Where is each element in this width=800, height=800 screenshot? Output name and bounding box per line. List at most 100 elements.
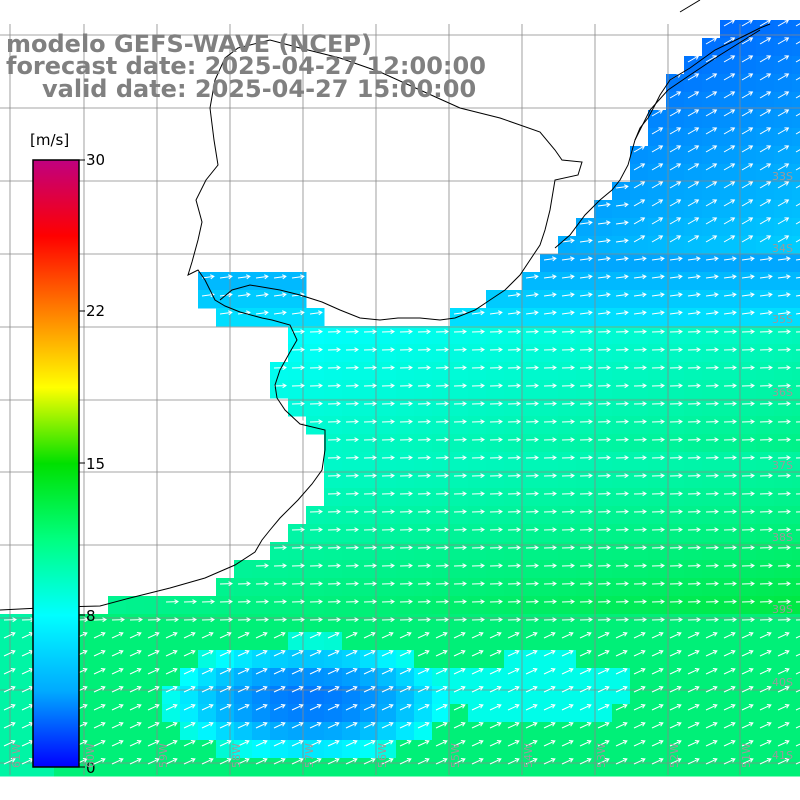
wind-arrow bbox=[3, 704, 16, 711]
speed-cell bbox=[270, 290, 289, 309]
speed-cell bbox=[792, 344, 800, 363]
speed-cell bbox=[396, 704, 415, 723]
wind-arrow-head bbox=[570, 599, 575, 605]
wind-arrow-head bbox=[588, 256, 593, 262]
speed-cell bbox=[576, 668, 595, 687]
speed-cell bbox=[702, 578, 721, 597]
wind-arrow-head bbox=[534, 274, 539, 280]
wind-arrow-head bbox=[316, 650, 322, 655]
wind-arrow-head bbox=[748, 199, 754, 204]
wind-arrow-head bbox=[748, 163, 754, 168]
speed-cell bbox=[558, 434, 577, 453]
wind-arrow-head bbox=[118, 758, 124, 763]
wind-arrow-head bbox=[660, 274, 665, 280]
wind-arrow bbox=[705, 704, 718, 711]
wind-arrow bbox=[21, 758, 34, 765]
speed-cell bbox=[648, 758, 667, 777]
wind-arrow-head bbox=[786, 310, 791, 316]
wind-arrow bbox=[669, 311, 682, 315]
speed-cell bbox=[216, 596, 235, 615]
wind-arrow-head bbox=[354, 401, 359, 407]
wind-arrow bbox=[399, 704, 412, 711]
wind-arrow bbox=[687, 722, 700, 729]
speed-cell bbox=[504, 578, 523, 597]
wind-arrow bbox=[633, 199, 645, 207]
speed-cell bbox=[180, 596, 199, 615]
speed-cell bbox=[504, 290, 523, 309]
wind-arrow-head bbox=[714, 599, 719, 605]
speed-cell bbox=[270, 686, 289, 705]
wind-arrow-head bbox=[246, 292, 251, 298]
speed-cell bbox=[108, 614, 127, 633]
wind-arrow-head bbox=[660, 347, 665, 353]
wind-arrow-head bbox=[318, 509, 323, 515]
wind-arrow bbox=[489, 650, 502, 657]
wind-arrow bbox=[705, 758, 718, 765]
speed-cell bbox=[666, 488, 685, 507]
wind-arrow-head bbox=[678, 455, 683, 461]
speed-cell bbox=[702, 254, 721, 273]
wind-arrow-head bbox=[768, 274, 773, 280]
wind-arrow-head bbox=[588, 563, 593, 569]
wind-arrow bbox=[399, 758, 412, 765]
wind-arrow bbox=[435, 758, 448, 765]
wind-arrow bbox=[777, 650, 790, 657]
speed-cell bbox=[540, 668, 559, 687]
wind-arrow-head bbox=[406, 668, 412, 673]
wind-arrow-head bbox=[678, 473, 683, 479]
speed-cell bbox=[576, 506, 595, 525]
speed-cell bbox=[558, 308, 577, 327]
speed-cell bbox=[648, 560, 667, 579]
wind-arrow bbox=[435, 740, 448, 747]
wind-arrow-head bbox=[714, 581, 719, 587]
speed-cell bbox=[522, 632, 541, 651]
speed-cell bbox=[486, 686, 505, 705]
wind-arrow bbox=[597, 221, 610, 225]
wind-arrow bbox=[795, 671, 800, 675]
wind-arrow bbox=[723, 181, 735, 189]
wind-arrow-head bbox=[568, 758, 574, 763]
wind-arrow-head bbox=[678, 401, 683, 407]
wind-arrow-head bbox=[768, 527, 773, 533]
wind-arrow-head bbox=[660, 419, 665, 425]
wind-arrow bbox=[597, 293, 610, 297]
speed-cell bbox=[774, 146, 793, 165]
speed-cell bbox=[0, 740, 19, 759]
wind-arrow-head bbox=[622, 650, 628, 655]
speed-cell bbox=[18, 722, 37, 741]
speed-cell bbox=[504, 308, 523, 327]
wind-arrow-head bbox=[444, 365, 449, 371]
speed-cell bbox=[342, 758, 361, 777]
wind-arrow bbox=[201, 704, 214, 711]
speed-cell bbox=[612, 308, 631, 327]
wind-arrow-head bbox=[660, 509, 665, 515]
wind-arrow bbox=[669, 632, 682, 639]
speed-cell bbox=[576, 722, 595, 741]
wind-arrow-head bbox=[298, 686, 304, 691]
speed-cell bbox=[756, 398, 775, 417]
wind-arrow-head bbox=[408, 437, 413, 443]
wind-arrow-head bbox=[388, 668, 394, 673]
wind-arrow-head bbox=[516, 509, 521, 515]
speed-cell bbox=[738, 740, 757, 759]
wind-arrow-head bbox=[282, 545, 287, 551]
speed-cell bbox=[342, 560, 361, 579]
wind-arrow bbox=[21, 740, 34, 747]
speed-cell bbox=[702, 416, 721, 435]
wind-arrow-head bbox=[442, 722, 448, 727]
wind-arrow-head bbox=[570, 310, 575, 316]
wind-arrow-head bbox=[82, 722, 88, 727]
speed-cell bbox=[648, 506, 667, 525]
wind-arrow-head bbox=[750, 347, 755, 353]
speed-cell bbox=[774, 650, 793, 669]
wind-arrow-head bbox=[496, 758, 502, 763]
wind-arrow bbox=[93, 704, 106, 711]
wind-arrow bbox=[453, 722, 466, 729]
speed-cell bbox=[378, 488, 397, 507]
wind-arrow bbox=[489, 722, 502, 729]
wind-arrow bbox=[759, 235, 771, 243]
wind-arrow-head bbox=[604, 632, 610, 637]
speed-cell bbox=[666, 164, 685, 183]
speed-cell bbox=[342, 362, 361, 381]
wind-arrow bbox=[669, 127, 681, 135]
